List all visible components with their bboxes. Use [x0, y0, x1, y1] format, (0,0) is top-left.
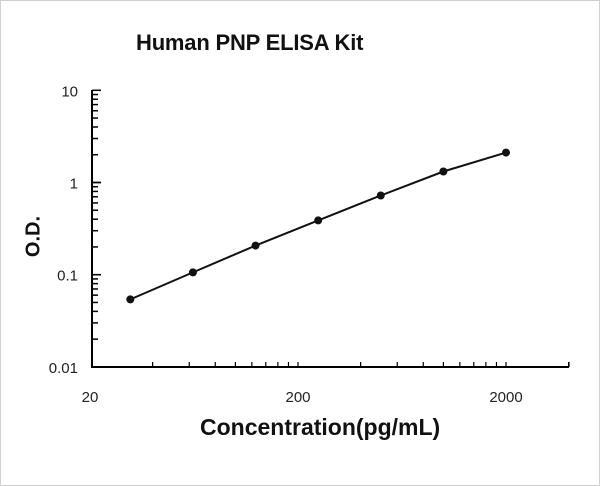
x-tick-label: 200 [285, 389, 310, 406]
y-tick-label: 0.01 [49, 360, 78, 377]
x-axis-label: Concentration(pg/mL) [200, 414, 441, 440]
data-point [251, 241, 260, 250]
data-point [376, 191, 385, 200]
curve-line [129, 151, 507, 301]
data-point [502, 148, 510, 157]
x-tick-label: 20 [82, 389, 99, 406]
data-point [314, 216, 323, 225]
x-tick-label: 2000 [489, 389, 522, 406]
data-series [126, 148, 510, 304]
y-tick-label: 10 [61, 83, 78, 100]
y-tick-label: 0.1 [57, 268, 78, 285]
y-tick-label: 1 [70, 176, 78, 193]
chart-title: Human PNP ELISA Kit [136, 30, 364, 55]
axes [91, 89, 570, 368]
data-point [126, 295, 135, 304]
data-point [188, 268, 197, 277]
data-point [439, 167, 448, 176]
